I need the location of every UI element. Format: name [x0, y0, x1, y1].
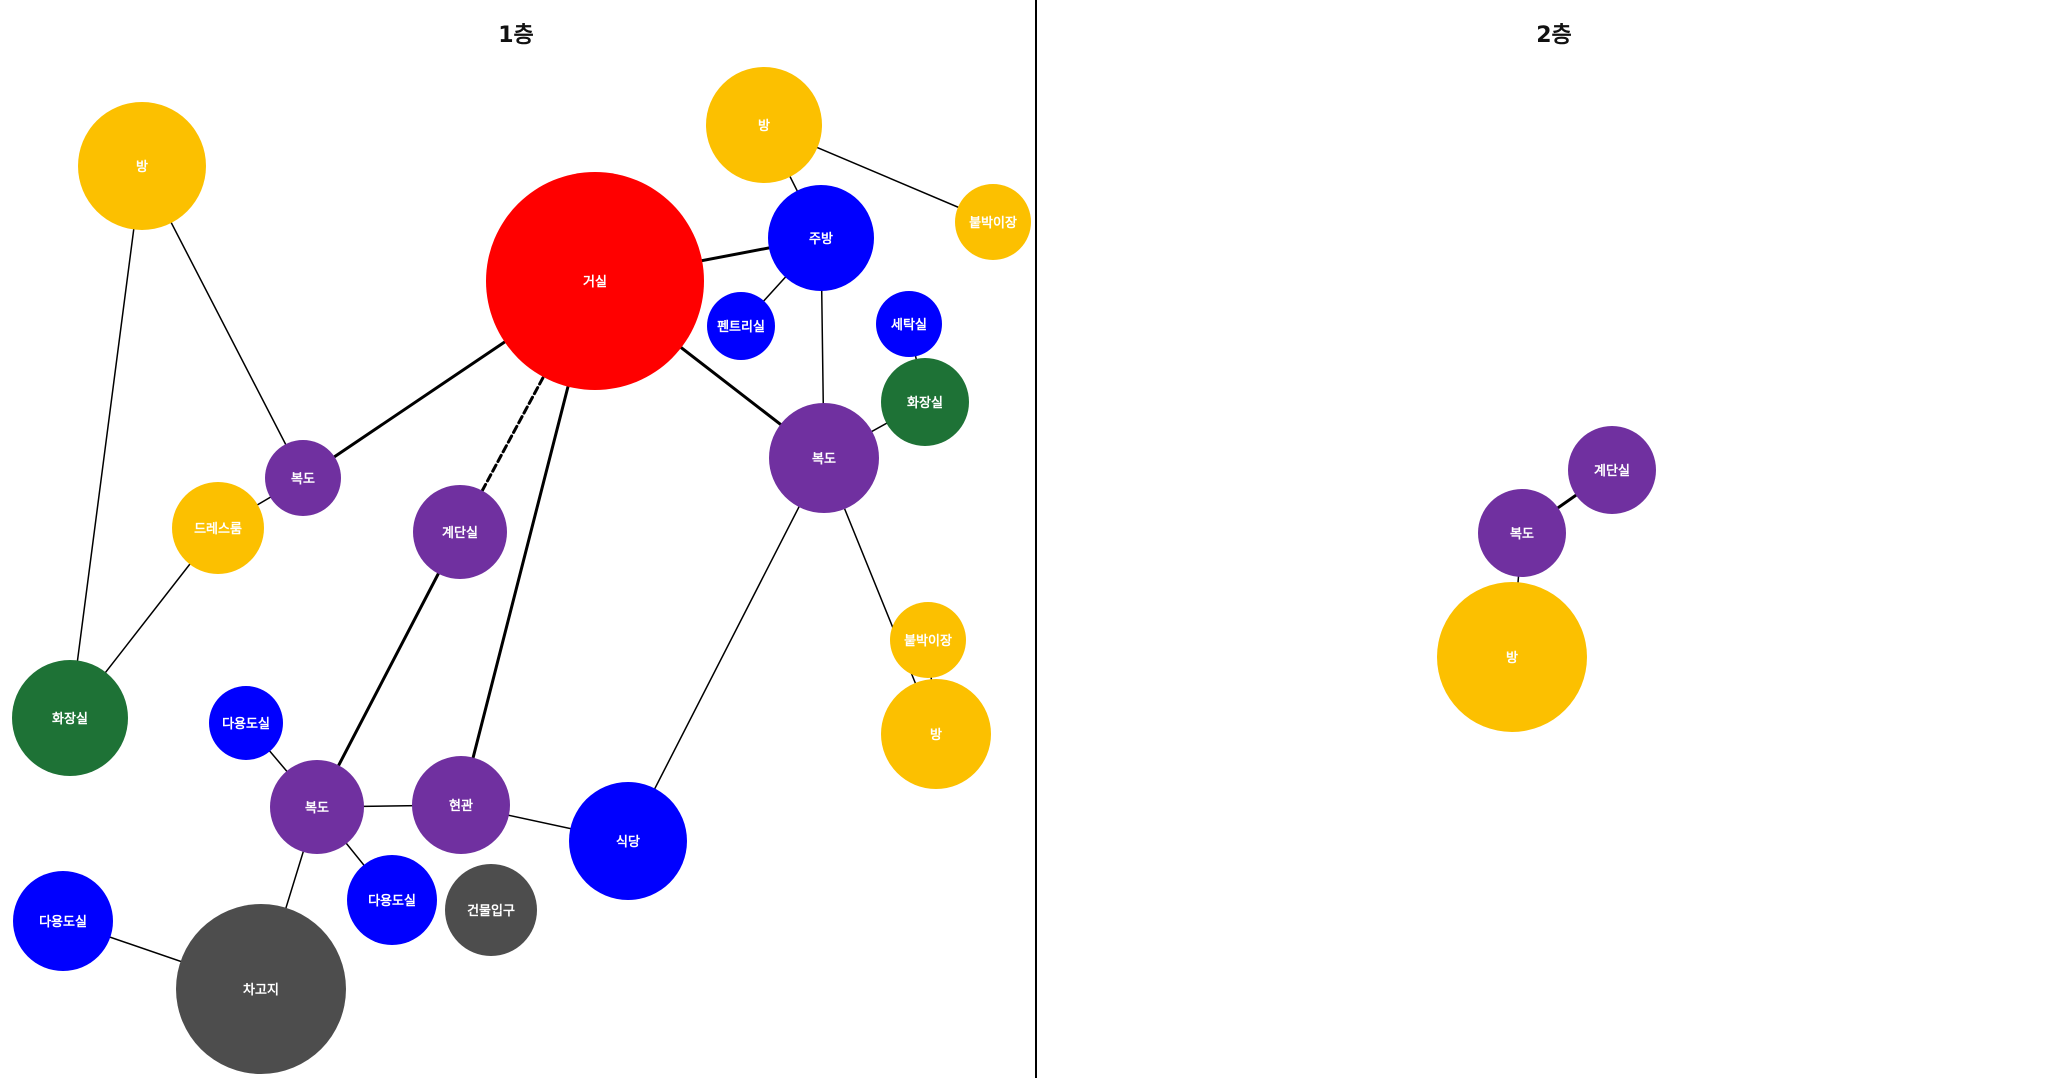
space-node-f1-room-right: 방 [881, 679, 991, 789]
space-node-f2-room: 방 [1437, 582, 1587, 732]
space-node-f1-room-top: 방 [706, 67, 822, 183]
space-label: 방 [136, 159, 148, 175]
space-bubble [707, 292, 775, 360]
space-bubble [413, 485, 507, 579]
space-label: 복도 [291, 472, 315, 487]
space-bubble [486, 172, 704, 390]
space-node-f2-corridor: 복도 [1478, 489, 1566, 577]
space-bubble [569, 782, 687, 900]
space-label: 현관 [449, 798, 473, 814]
space-bubble [768, 185, 874, 291]
space-label: 방 [1506, 650, 1518, 666]
space-node-f1-closet-mid: 붙박이장 [890, 602, 966, 678]
space-node-f1-multi-1: 다용도실 [209, 686, 283, 760]
space-node-f1-pantry: 펜트리실 [707, 292, 775, 360]
space-bubble [706, 67, 822, 183]
space-node-f1-multi-3: 다용도실 [13, 871, 113, 971]
space-bubble [881, 358, 969, 446]
space-bubble [876, 291, 942, 357]
connection-line-f1-room-topleft-to-f1-bath-left [69, 165, 143, 719]
space-bubble [1478, 489, 1566, 577]
space-bubble [78, 102, 206, 230]
space-node-f1-bath-left: 화장실 [12, 660, 128, 776]
connection-line-f1-corridor-right-to-f1-dining [627, 457, 825, 842]
space-label: 세탁실 [891, 317, 927, 333]
space-bubble [955, 184, 1031, 260]
space-label: 다용도실 [222, 716, 270, 732]
space-bubble [209, 686, 283, 760]
space-label: 다용도실 [368, 893, 416, 909]
space-bubble [12, 660, 128, 776]
space-label: 붙박이장 [904, 633, 952, 649]
space-node-f1-kitchen: 주방 [768, 185, 874, 291]
space-node-f1-garage: 차고지 [176, 904, 346, 1074]
floor-title-2: 2층 [1536, 23, 1572, 48]
space-node-f1-bath-right: 화장실 [881, 358, 969, 446]
space-label: 거실 [583, 274, 607, 290]
space-label: 주방 [809, 231, 833, 247]
space-node-f2-stairs: 계단실 [1568, 426, 1656, 514]
space-label: 화장실 [907, 395, 943, 411]
space-label: 펜트리실 [717, 319, 765, 335]
space-node-f1-bldg-entry: 건물입구 [445, 864, 537, 956]
space-node-f1-dressroom: 드레스룸 [172, 482, 264, 574]
space-node-f1-room-topleft: 방 [78, 102, 206, 230]
space-bubble [347, 855, 437, 945]
space-bubble [881, 679, 991, 789]
space-bubble [445, 864, 537, 956]
space-label: 계단실 [442, 525, 478, 541]
space-bubble [890, 602, 966, 678]
space-bubble [412, 756, 510, 854]
space-label: 드레스룸 [194, 521, 242, 537]
space-node-f1-corridor-right: 복도 [769, 403, 879, 513]
space-label: 복도 [812, 452, 836, 467]
space-label: 복도 [305, 801, 329, 816]
space-label: 방 [758, 118, 770, 134]
space-label: 계단실 [1594, 463, 1630, 479]
space-node-f1-corridor-left: 복도 [265, 440, 341, 516]
floor-title-1: 1층 [498, 23, 534, 48]
space-node-f1-living: 거실 [486, 172, 704, 390]
space-label: 붙박이장 [969, 215, 1017, 231]
space-bubble [13, 871, 113, 971]
space-node-f1-entrance: 현관 [412, 756, 510, 854]
space-node-f1-stairs: 계단실 [413, 485, 507, 579]
space-label: 식당 [616, 834, 640, 850]
space-label: 차고지 [243, 982, 279, 998]
space-bubble [270, 760, 364, 854]
space-label: 다용도실 [39, 914, 87, 930]
space-bubble [1568, 426, 1656, 514]
space-node-f1-corridor-bottom: 복도 [270, 760, 364, 854]
space-bubble [265, 440, 341, 516]
space-label: 복도 [1510, 527, 1534, 542]
space-label: 건물입구 [467, 903, 515, 919]
space-bubble [769, 403, 879, 513]
space-bubble [172, 482, 264, 574]
space-node-f1-laundry: 세탁실 [876, 291, 942, 357]
space-bubble [176, 904, 346, 1074]
connection-line-f1-stairs-to-f1-corridor-bottom [315, 530, 462, 809]
space-label: 방 [930, 727, 942, 743]
space-node-f1-multi-2: 다용도실 [347, 855, 437, 945]
space-bubble [1437, 582, 1587, 732]
space-node-f1-dining: 식당 [569, 782, 687, 900]
space-node-f1-closet-top: 붙박이장 [955, 184, 1031, 260]
space-label: 화장실 [52, 711, 88, 727]
